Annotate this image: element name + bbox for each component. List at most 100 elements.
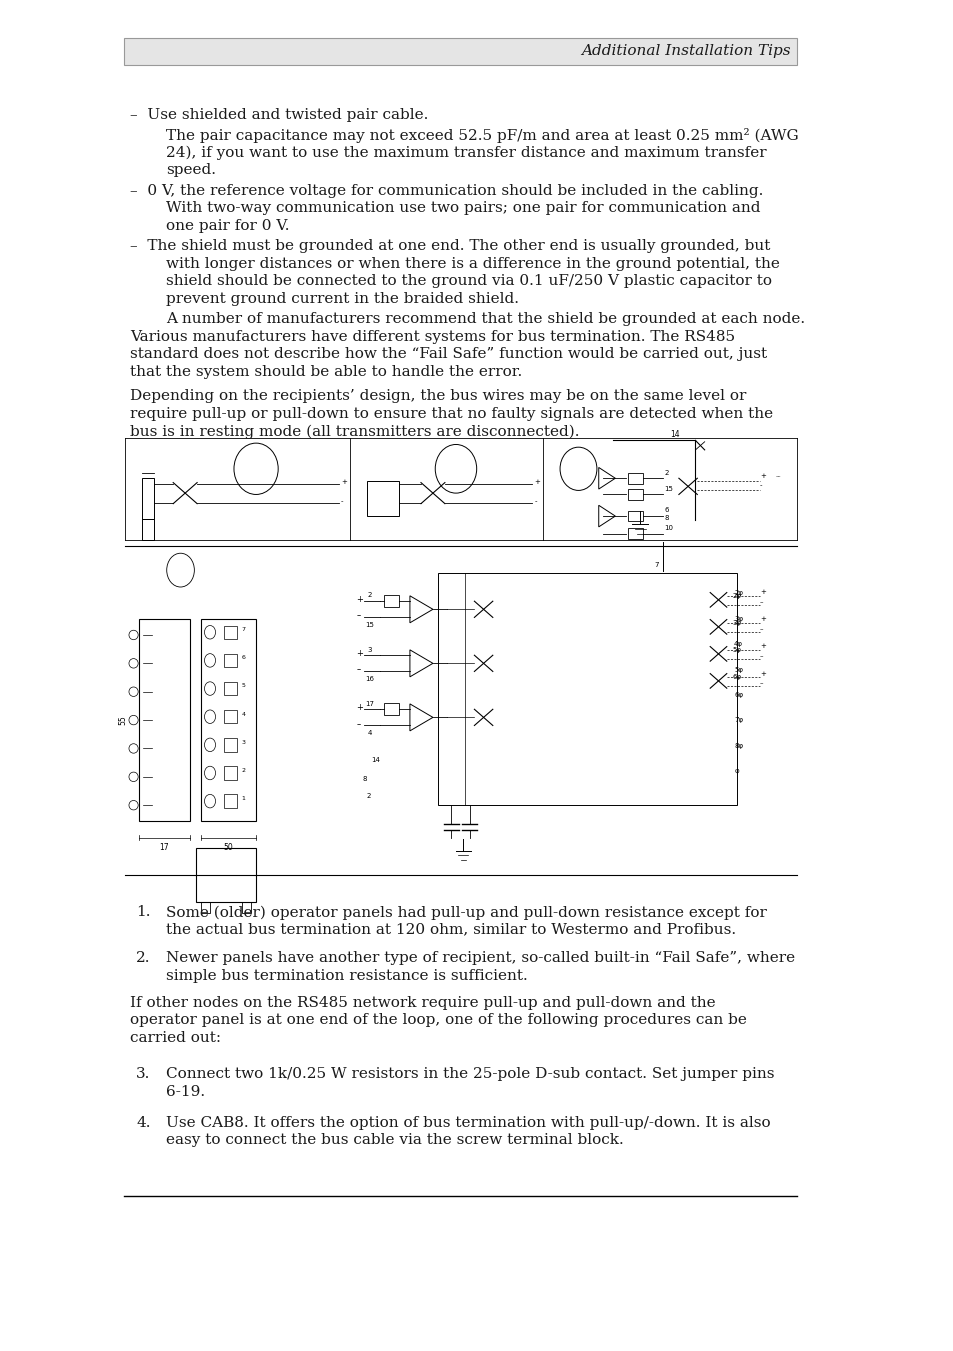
Bar: [200, 619, 255, 821]
Text: –: –: [356, 612, 360, 620]
Text: simple bus termination resistance is sufficient.: simple bus termination resistance is suf…: [166, 969, 527, 982]
Text: 3φ: 3φ: [732, 620, 740, 626]
Text: 5φ: 5φ: [732, 647, 740, 653]
Text: –: –: [760, 626, 762, 632]
Text: If other nodes on the RS485 network require pull-up and pull-down and the: If other nodes on the RS485 network requ…: [130, 996, 715, 1009]
Text: Depending on the recipients’ design, the bus wires may be on the same level or: Depending on the recipients’ design, the…: [130, 389, 745, 403]
Text: +: +: [356, 650, 363, 658]
Text: 2.: 2.: [136, 951, 151, 965]
Text: –: –: [760, 653, 762, 659]
Text: operator panel is at one end of the loop, one of the following procedures can be: operator panel is at one end of the loop…: [130, 1013, 746, 1027]
Text: 6φ: 6φ: [732, 674, 740, 680]
Text: –: –: [760, 680, 762, 686]
Text: carried out:: carried out:: [130, 1031, 221, 1044]
Text: 5φ: 5φ: [734, 666, 742, 673]
Bar: [224, 711, 236, 724]
Bar: [200, 902, 210, 913]
Text: easy to connect the bus cable via the screw terminal block.: easy to connect the bus cable via the sc…: [166, 1133, 623, 1147]
Bar: [142, 519, 153, 540]
Text: 2: 2: [663, 470, 668, 476]
Text: Connect two 1k/0.25 W resistors in the 25-pole D-sub contact. Set jumper pins: Connect two 1k/0.25 W resistors in the 2…: [166, 1067, 774, 1081]
Text: Some (older) operator panels had pull-up and pull-down resistance except for: Some (older) operator panels had pull-up…: [166, 905, 766, 920]
Text: +: +: [356, 596, 363, 604]
Bar: [196, 848, 255, 902]
Text: 15: 15: [365, 623, 374, 628]
Text: bus is in resting mode (all transmitters are disconnected).: bus is in resting mode (all transmitters…: [130, 424, 578, 439]
Text: 1.: 1.: [136, 905, 151, 919]
Text: Newer panels have another type of recipient, so-called built-in “Fail Safe”, whe: Newer panels have another type of recipi…: [166, 951, 794, 965]
Text: A number of manufacturers recommend that the shield be grounded at each node.: A number of manufacturers recommend that…: [166, 312, 804, 326]
Text: Various manufacturers have different systems for bus termination. The RS485: Various manufacturers have different sys…: [130, 330, 734, 343]
Text: +: +: [340, 480, 346, 485]
Bar: [628, 473, 642, 484]
Bar: [628, 511, 642, 521]
Text: Additional Installation Tips: Additional Installation Tips: [580, 45, 789, 58]
Text: prevent ground current in the braided shield.: prevent ground current in the braided sh…: [166, 292, 518, 305]
Text: 16: 16: [364, 677, 374, 682]
Text: 2φ: 2φ: [734, 590, 742, 596]
Text: 6: 6: [241, 655, 245, 661]
Text: 2: 2: [367, 593, 371, 598]
Text: 14: 14: [371, 757, 379, 763]
Bar: [242, 902, 252, 913]
Text: with longer distances or when there is a difference in the ground potential, the: with longer distances or when there is a…: [166, 257, 779, 270]
Text: –: –: [760, 598, 762, 605]
Text: that the system should be able to handle the error.: that the system should be able to handle…: [130, 365, 521, 378]
Bar: [124, 38, 796, 65]
Text: 2φ: 2φ: [732, 593, 740, 598]
Text: 2: 2: [241, 767, 245, 773]
Text: 5: 5: [241, 684, 245, 689]
Text: –  The shield must be grounded at one end. The other end is usually grounded, bu: – The shield must be grounded at one end…: [130, 239, 769, 253]
Text: –: –: [356, 666, 360, 674]
Text: 8: 8: [663, 515, 668, 521]
Text: -: -: [534, 499, 537, 504]
Bar: [142, 478, 153, 519]
Bar: [224, 682, 236, 696]
Text: 7φ: 7φ: [734, 717, 742, 724]
Text: -: -: [340, 499, 343, 504]
Text: –  0 V, the reference voltage for communication should be included in the cablin: – 0 V, the reference voltage for communi…: [130, 184, 762, 197]
Text: Use CAB8. It offers the option of bus termination with pull-up/-down. It is also: Use CAB8. It offers the option of bus te…: [166, 1116, 770, 1129]
Text: +: +: [356, 704, 363, 712]
Text: With two-way communication use two pairs; one pair for communication and: With two-way communication use two pairs…: [166, 201, 760, 215]
Text: 4: 4: [241, 712, 245, 716]
Text: +: +: [760, 670, 765, 677]
Bar: [384, 594, 398, 608]
Bar: [224, 794, 236, 808]
Text: +: +: [760, 616, 765, 623]
Text: the actual bus termination at 120 ohm, similar to Westermo and Profibus.: the actual bus termination at 120 ohm, s…: [166, 923, 735, 936]
Text: 10: 10: [663, 526, 673, 531]
Text: shield should be connected to the ground via 0.1 uF/250 V plastic capacitor to: shield should be connected to the ground…: [166, 274, 771, 288]
Bar: [139, 619, 190, 821]
Text: speed.: speed.: [166, 163, 215, 177]
Text: 17: 17: [364, 701, 374, 707]
Text: +: +: [534, 480, 539, 485]
Bar: [384, 704, 398, 716]
Bar: [224, 738, 236, 751]
Text: 24), if you want to use the maximum transfer distance and maximum transfer: 24), if you want to use the maximum tran…: [166, 146, 765, 161]
Bar: [224, 766, 236, 780]
Text: 4: 4: [367, 731, 371, 736]
Text: 14: 14: [670, 430, 679, 439]
Text: 3: 3: [367, 647, 372, 653]
Text: 15: 15: [663, 486, 672, 492]
Text: +: +: [760, 589, 765, 596]
Bar: [628, 528, 642, 539]
Text: –: –: [356, 720, 360, 728]
Text: 17: 17: [159, 843, 169, 852]
Text: 8φ: 8φ: [734, 743, 742, 748]
Bar: [628, 489, 642, 500]
Bar: [437, 573, 736, 805]
Text: 6: 6: [663, 508, 668, 513]
Text: 3: 3: [241, 739, 245, 744]
Text: 6-19.: 6-19.: [166, 1085, 205, 1098]
Bar: [366, 481, 398, 516]
Text: The pair capacitance may not exceed 52.5 pF/m and area at least 0.25 mm² (AWG: The pair capacitance may not exceed 52.5…: [166, 128, 798, 143]
Bar: [224, 654, 236, 667]
Text: require pull-up or pull-down to ensure that no faulty signals are detected when : require pull-up or pull-down to ensure t…: [130, 407, 772, 420]
Text: 4φ: 4φ: [734, 640, 742, 647]
Text: standard does not describe how the “Fail Safe” function would be carried out, ju: standard does not describe how the “Fail…: [130, 347, 766, 361]
Text: 6φ: 6φ: [734, 692, 742, 698]
Text: 4.: 4.: [136, 1116, 151, 1129]
Text: –  Use shielded and twisted pair cable.: – Use shielded and twisted pair cable.: [130, 108, 428, 122]
